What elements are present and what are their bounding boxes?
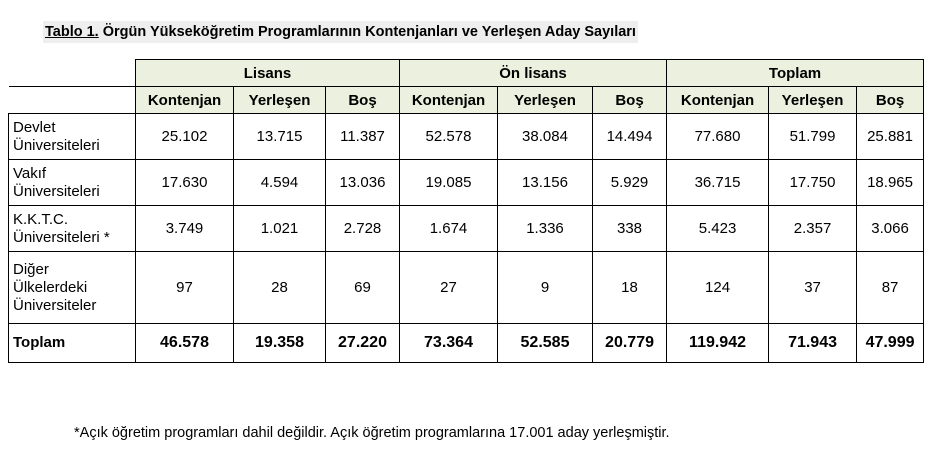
value-cell: 14.494 xyxy=(591,113,668,160)
value-cell: 1.674 xyxy=(399,205,498,252)
caption-label: Tablo 1. xyxy=(45,24,99,40)
value-cell: 3.749 xyxy=(135,205,234,252)
row-label: Vakıf Üniversiteleri xyxy=(8,159,136,206)
value-cell: 338 xyxy=(591,205,668,252)
value-cell: 11.387 xyxy=(325,113,400,160)
value-cell: 37 xyxy=(768,251,858,324)
table-caption: Tablo 1. Örgün Yükseköğretim Programları… xyxy=(43,21,638,43)
value-cell: 77.680 xyxy=(666,113,770,160)
total-row: Toplam 46.578 19.358 27.220 73.364 52.58… xyxy=(8,323,925,363)
row-label-line: Üniversiteleri xyxy=(13,136,100,154)
sub-header: Boş xyxy=(325,86,400,114)
total-cell: 119.942 xyxy=(666,323,770,363)
value-cell: 9 xyxy=(497,251,593,324)
value-cell: 25.881 xyxy=(856,113,925,160)
footnote: *Açık öğretim programları dahil değildir… xyxy=(74,425,670,441)
total-cell: 73.364 xyxy=(399,323,498,363)
value-cell: 18 xyxy=(591,251,668,324)
total-cell: 52.585 xyxy=(497,323,593,363)
row-label-line: K.K.T.C. xyxy=(13,210,69,228)
row-label-line: Üniversiteleri xyxy=(13,182,100,200)
total-cell: 19.358 xyxy=(233,323,326,363)
placement-table: Lisans Ön lisans Toplam Kontenjan Yerleş… xyxy=(8,59,925,363)
sub-header: Boş xyxy=(856,86,925,114)
value-cell: 13.715 xyxy=(233,113,326,160)
total-cell: 71.943 xyxy=(768,323,858,363)
sub-header: Yerleşen xyxy=(233,86,326,114)
value-cell: 36.715 xyxy=(666,159,770,206)
total-cell: 47.999 xyxy=(856,323,925,363)
table-row: Vakıf Üniversiteleri 17.630 4.594 13.036 19.0… xyxy=(8,159,925,206)
group-header-onlisans: Ön lisans xyxy=(398,59,668,87)
sub-header: Kontenjan xyxy=(666,86,770,114)
total-cell: 46.578 xyxy=(135,323,234,363)
value-cell: 87 xyxy=(856,251,925,324)
value-cell: 1.021 xyxy=(233,205,326,252)
total-label: Toplam xyxy=(8,323,136,363)
value-cell: 25.102 xyxy=(135,113,234,160)
corner-cell xyxy=(8,59,136,87)
row-label-line: Üniversiteler xyxy=(13,296,97,314)
group-header-toplam: Toplam xyxy=(666,59,925,87)
value-cell: 19.085 xyxy=(399,159,498,206)
value-cell: 4.594 xyxy=(233,159,326,206)
corner-cell xyxy=(8,86,136,114)
sub-header: Yerleşen xyxy=(497,86,593,114)
group-header-lisans: Lisans xyxy=(135,59,400,87)
value-cell: 18.965 xyxy=(856,159,925,206)
value-cell: 52.578 xyxy=(399,113,498,160)
row-label-line: Vakıf xyxy=(13,164,47,182)
group-header-row: Lisans Ön lisans Toplam xyxy=(8,59,925,87)
table-row: Diğer Ülkelerdeki Üniversiteler 97 28 69 27 9 18… xyxy=(8,251,925,324)
value-cell: 2.357 xyxy=(768,205,858,252)
row-label-line: Diğer xyxy=(13,260,49,278)
sub-header: Yerleşen xyxy=(768,86,858,114)
row-label: Devlet Üniversiteleri xyxy=(8,113,136,160)
row-label-line: Devlet xyxy=(13,118,56,136)
row-label: K.K.T.C. Üniversiteleri * xyxy=(8,205,136,252)
sub-header-row: Kontenjan Yerleşen Boş Kontenjan Yerleşe… xyxy=(8,86,925,114)
value-cell: 3.066 xyxy=(856,205,925,252)
value-cell: 51.799 xyxy=(768,113,858,160)
caption-text: Örgün Yükseköğretim Programlarının Konte… xyxy=(98,24,636,40)
table-body: Devlet Üniversiteleri 25.102 13.715 11.387 52… xyxy=(8,113,925,324)
table-row: K.K.T.C. Üniversiteleri * 3.749 1.021 2.728 1… xyxy=(8,205,925,252)
value-cell: 97 xyxy=(135,251,234,324)
value-cell: 13.036 xyxy=(325,159,400,206)
sub-header: Kontenjan xyxy=(399,86,498,114)
value-cell: 17.750 xyxy=(768,159,858,206)
row-label: Diğer Ülkelerdeki Üniversiteler xyxy=(8,251,136,324)
table-row: Devlet Üniversiteleri 25.102 13.715 11.387 52… xyxy=(8,113,925,160)
value-cell: 28 xyxy=(233,251,326,324)
total-cell: 27.220 xyxy=(325,323,400,363)
value-cell: 5.929 xyxy=(591,159,668,206)
value-cell: 5.423 xyxy=(666,205,770,252)
value-cell: 27 xyxy=(399,251,498,324)
value-cell: 38.084 xyxy=(497,113,593,160)
row-label-line: Ülkelerdeki xyxy=(13,278,88,296)
value-cell: 13.156 xyxy=(497,159,593,206)
sub-header: Kontenjan xyxy=(135,86,234,114)
total-cell: 20.779 xyxy=(591,323,668,363)
value-cell: 124 xyxy=(666,251,770,324)
value-cell: 1.336 xyxy=(497,205,593,252)
value-cell: 2.728 xyxy=(325,205,400,252)
value-cell: 69 xyxy=(325,251,400,324)
sub-header: Boş xyxy=(591,86,668,114)
value-cell: 17.630 xyxy=(135,159,234,206)
row-label-line: Üniversiteleri * xyxy=(13,228,110,246)
